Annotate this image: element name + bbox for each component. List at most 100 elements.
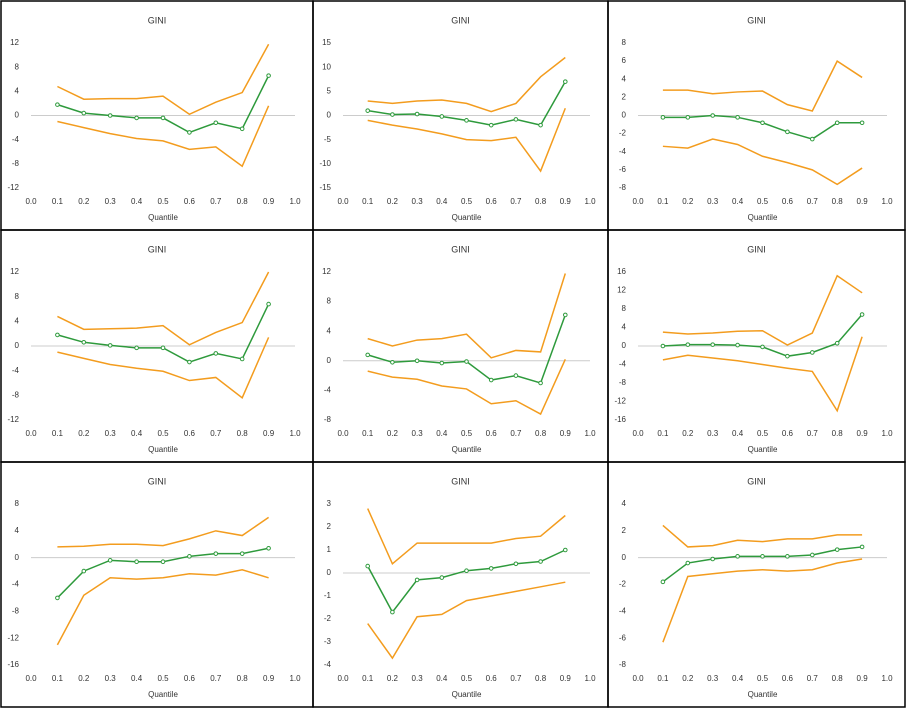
y-tick-label: -3	[324, 637, 332, 646]
point	[267, 546, 271, 550]
point	[860, 313, 864, 317]
x-tick-label: 0.0	[25, 674, 37, 683]
point	[440, 576, 444, 580]
x-tick-label: 0.4	[436, 197, 448, 206]
x-tick-label: 0.7	[210, 674, 222, 683]
point	[539, 381, 543, 385]
cell-border	[608, 462, 905, 707]
x-tick-label: 0.4	[732, 197, 744, 206]
x-tick-label: 0.7	[210, 429, 222, 438]
y-tick-label: -1	[324, 591, 332, 600]
x-tick-label: 0.0	[337, 674, 349, 683]
y-tick-label: 4	[622, 74, 627, 83]
y-tick-label: -8	[619, 660, 627, 669]
y-tick-label: -2	[324, 614, 332, 623]
point	[711, 114, 715, 118]
point	[161, 116, 165, 120]
y-tick-label: 4	[15, 86, 20, 95]
y-tick-label: -5	[324, 135, 332, 144]
point	[761, 121, 765, 125]
point	[711, 343, 715, 347]
x-tick-label: 0.1	[362, 674, 374, 683]
x-tick-label: 0.0	[632, 429, 644, 438]
x-tick-label: 0.5	[757, 674, 769, 683]
y-tick-label: -8	[619, 378, 627, 387]
x-axis-label: Quantile	[148, 445, 178, 454]
series-line	[368, 273, 566, 357]
chart-title: GINI	[148, 244, 167, 254]
x-tick-label: 0.9	[560, 674, 572, 683]
y-tick-label: 8	[15, 62, 20, 71]
point	[736, 343, 740, 347]
point	[489, 378, 493, 382]
x-tick-label: 0.7	[210, 197, 222, 206]
point	[135, 346, 139, 350]
point	[56, 103, 60, 107]
y-tick-label: -4	[324, 660, 332, 669]
y-tick-label: 0	[327, 356, 332, 365]
y-tick-label: 12	[617, 286, 626, 295]
cell-border	[313, 230, 608, 462]
y-tick-label: -6	[619, 165, 627, 174]
x-tick-label: 1.0	[289, 197, 301, 206]
x-tick-label: 0.2	[682, 674, 694, 683]
x-axis-label: Quantile	[748, 213, 778, 222]
x-tick-label: 0.5	[461, 197, 473, 206]
x-tick-label: 0.8	[237, 674, 249, 683]
y-tick-label: -8	[619, 183, 627, 192]
x-tick-label: 1.0	[881, 197, 893, 206]
point	[366, 353, 370, 357]
y-tick-label: 2	[327, 522, 332, 531]
point	[811, 553, 815, 557]
cell-border	[1, 462, 313, 707]
x-tick-label: 0.2	[78, 429, 90, 438]
series-line	[368, 108, 566, 171]
point	[240, 552, 244, 556]
y-tick-label: -16	[7, 660, 19, 669]
x-tick-label: 0.7	[807, 674, 819, 683]
point	[860, 545, 864, 549]
y-tick-label: 4	[15, 526, 20, 535]
point	[440, 361, 444, 365]
y-tick-label: 8	[622, 304, 627, 313]
series-line	[663, 61, 862, 111]
point	[161, 346, 165, 350]
point	[82, 341, 86, 345]
point	[661, 344, 665, 348]
series-line	[663, 139, 862, 184]
y-tick-label: -4	[12, 135, 20, 144]
x-tick-label: 0.1	[362, 429, 374, 438]
y-tick-label: -10	[319, 159, 331, 168]
point	[267, 74, 271, 78]
x-tick-label: 0.0	[337, 197, 349, 206]
x-tick-label: 0.8	[535, 429, 547, 438]
x-tick-label: 0.4	[131, 429, 143, 438]
x-tick-label: 0.9	[263, 197, 275, 206]
point	[539, 560, 543, 564]
x-tick-label: 0.5	[461, 674, 473, 683]
x-tick-label: 1.0	[584, 429, 596, 438]
x-tick-label: 0.1	[362, 197, 374, 206]
x-tick-label: 0.3	[105, 429, 117, 438]
point	[391, 610, 395, 614]
y-tick-label: 0	[622, 341, 627, 350]
x-axis-label: Quantile	[748, 690, 778, 699]
y-tick-label: 10	[322, 62, 331, 71]
y-tick-label: 1	[327, 545, 332, 554]
point	[240, 357, 244, 361]
point	[415, 359, 419, 363]
y-tick-label: -4	[12, 366, 20, 375]
series-line	[57, 548, 268, 598]
point	[415, 578, 419, 582]
y-tick-label: 0	[327, 568, 332, 577]
point	[465, 569, 469, 573]
y-tick-label: 2	[622, 92, 627, 101]
point	[188, 555, 192, 559]
x-tick-label: 0.1	[52, 429, 64, 438]
y-tick-label: 8	[327, 297, 332, 306]
x-tick-label: 0.2	[387, 674, 399, 683]
x-tick-label: 0.2	[682, 429, 694, 438]
point	[108, 344, 112, 348]
point	[761, 555, 765, 559]
x-tick-label: 0.0	[337, 429, 349, 438]
